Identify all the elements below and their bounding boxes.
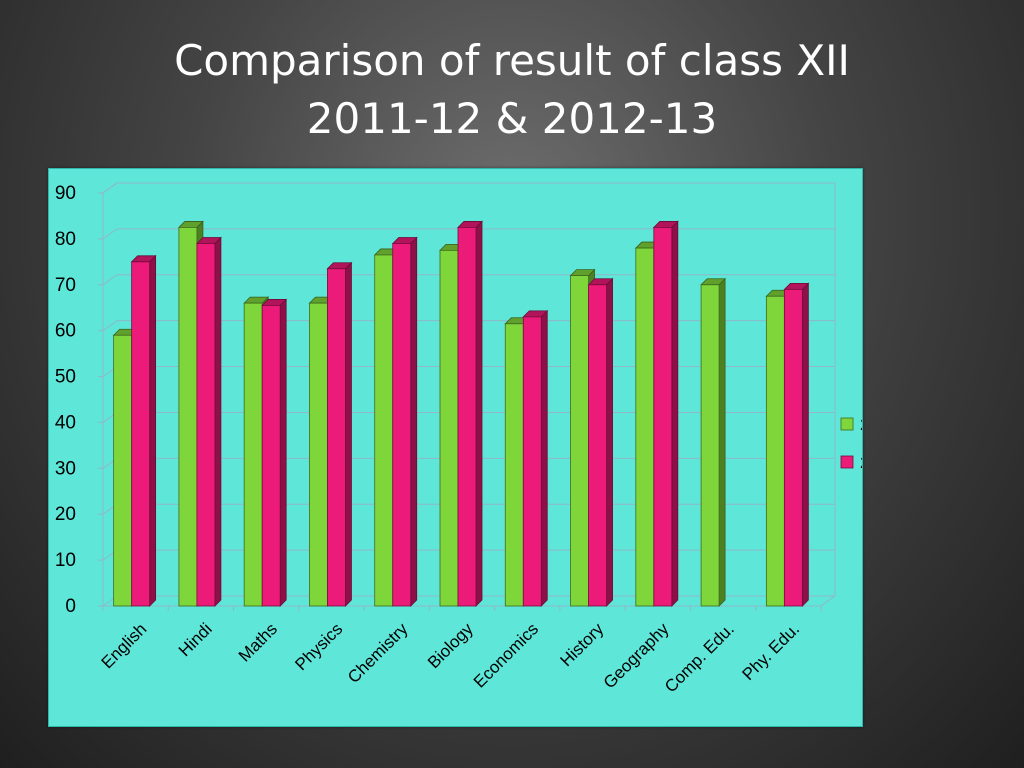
y-tick-label: 20	[55, 504, 76, 525]
bar-side	[671, 220, 679, 607]
bar-front	[783, 288, 803, 607]
y-tick-label: 0	[65, 596, 76, 617]
bar-front	[635, 247, 655, 607]
x-tick-label-comp-edu-: Comp. Edu.	[661, 619, 738, 696]
bar-side	[279, 298, 287, 607]
bar-front	[261, 305, 281, 607]
bar-2012-13-geography	[652, 220, 679, 607]
bar-front	[588, 284, 607, 607]
y-tick-label: 60	[55, 321, 76, 342]
x-tick-label-maths: Maths	[235, 619, 281, 665]
gridline-side	[102, 228, 118, 240]
bar-front	[178, 227, 198, 607]
y-tick-label: 30	[55, 458, 76, 479]
slide-title-line2: 2011-12 & 2012-13	[306, 94, 718, 144]
bar-front	[131, 261, 151, 607]
bar-side	[345, 261, 352, 607]
bar-2012-13-maths	[261, 298, 288, 607]
bar-front	[457, 227, 477, 607]
x-tick-label-physics: Physics	[291, 619, 346, 674]
bar-side	[475, 220, 483, 607]
y-tick-label: 80	[55, 229, 76, 250]
bar-side	[540, 309, 548, 607]
bar-front	[113, 334, 133, 607]
bar-front	[327, 268, 346, 607]
bar-front	[522, 316, 542, 607]
bar-2012-13-history	[587, 277, 614, 607]
slide-title-line1: Comparison of result of class XII	[174, 36, 850, 86]
bar-2012-13-phy-edu-	[783, 282, 810, 607]
bar-chart: 0 10 20 30 40 50 60 70 80 90 English Hindi Maths Phys…	[55, 182, 862, 696]
bar-2011-12-comp-edu-	[700, 277, 727, 607]
bar-front	[653, 227, 673, 607]
bar-front	[392, 243, 412, 607]
x-tick-label-history: History	[557, 619, 608, 670]
y-tick-label: 40	[55, 412, 76, 433]
bar-2012-13-english	[130, 254, 157, 607]
y-tick-label: 50	[55, 367, 76, 388]
legend-swatch-2011-12	[840, 417, 854, 431]
y-tick-label: 10	[55, 550, 76, 571]
bar-front	[374, 254, 394, 607]
bar-front	[765, 295, 785, 607]
gridline-side	[102, 182, 118, 194]
x-tick-label-english: English	[98, 619, 151, 672]
bar-front	[504, 323, 524, 607]
x-tick-label-biology: Biology	[424, 619, 477, 672]
bar-2012-13-physics	[326, 261, 353, 607]
bar-2012-13-chemistry	[391, 236, 418, 607]
bar-2012-13-hindi	[195, 236, 222, 607]
bar-2012-13-economics	[522, 309, 549, 607]
x-tick-label-chemistry: Chemistry	[344, 619, 412, 687]
x-tick-label-economics: Economics	[470, 619, 542, 691]
bar-side	[149, 254, 157, 607]
y-tick-label: 70	[55, 275, 76, 296]
slide-title: Comparison of result of class XII 2011-1…	[0, 32, 1024, 148]
bar-side	[410, 236, 418, 607]
gridline-side	[102, 274, 118, 286]
x-tick-label-phy-edu-: Phy. Edu.	[739, 619, 804, 684]
y-tick-label: 90	[55, 183, 76, 204]
bar-front	[700, 284, 720, 607]
legend-label-2012-13: 2012-13	[860, 453, 862, 472]
bar-side	[214, 236, 222, 607]
bar-side	[801, 282, 809, 607]
bar-front	[570, 275, 589, 607]
bar-front	[309, 302, 328, 607]
bar-front	[439, 249, 459, 607]
bar-2012-13-biology	[457, 220, 483, 607]
bar-side	[718, 277, 726, 607]
gridline-side	[102, 320, 118, 332]
legend-swatch-2012-13	[840, 455, 854, 469]
bar-front	[196, 243, 216, 607]
bar-front	[243, 302, 263, 607]
bar-side	[606, 277, 613, 607]
legend-label-2011-12: 2011-12	[860, 415, 862, 434]
chart-panel: 0 10 20 30 40 50 60 70 80 90 English Hindi Maths Phys…	[48, 168, 863, 727]
x-tick-label-hindi: Hindi	[175, 619, 216, 660]
